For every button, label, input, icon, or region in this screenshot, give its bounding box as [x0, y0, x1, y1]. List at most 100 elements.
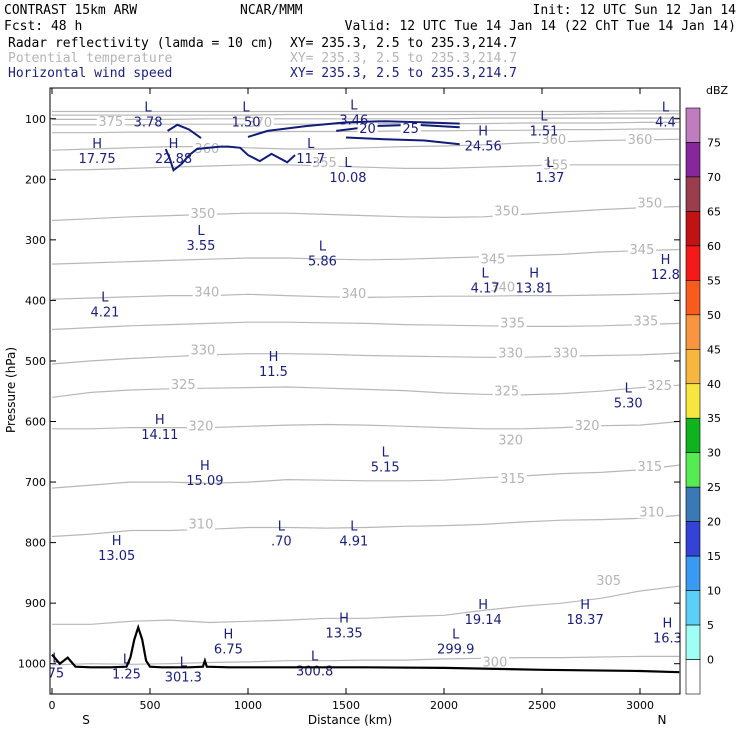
theta-label-bg: [192, 143, 221, 156]
extremum-type: L: [242, 100, 250, 115]
extremum-type: H: [169, 137, 179, 152]
theta-label-bg: [631, 315, 660, 328]
extremum-type: H: [112, 534, 122, 549]
theta-label: 320: [189, 419, 214, 434]
extremum-type: H: [580, 598, 590, 613]
x-end-label-north: N: [658, 713, 667, 727]
extremum-type: L: [350, 519, 358, 534]
extremum-value: 13.05: [98, 549, 135, 564]
theta-label: 315: [637, 460, 662, 475]
model-title: CONTRAST 15km ARW: [4, 3, 137, 18]
y-axis-label: Pressure (hPa): [4, 347, 18, 433]
theta-label-bg: [492, 205, 521, 218]
plot-frame: [49, 87, 681, 695]
theta-contour-315: [51, 464, 680, 489]
wind-contour: [247, 120, 460, 138]
extremum-type: H: [92, 137, 102, 152]
extremum-value: .70: [271, 534, 292, 549]
theta-label: 320: [575, 419, 600, 434]
colorbar-label: 70: [707, 171, 721, 184]
extremum-value: 299.9: [437, 642, 474, 657]
extremum-type: L: [546, 156, 554, 171]
extremum-value: 300.8: [296, 665, 333, 680]
theta-label-bg: [496, 434, 525, 447]
theta-contour-375: [52, 117, 680, 120]
extremum-value: 4.17: [471, 281, 500, 296]
theta-label: 340: [341, 287, 366, 302]
y-tick-label: 100: [25, 113, 46, 126]
theta-contour-355: [51, 164, 680, 171]
extremum-type: H: [200, 459, 210, 474]
theta-label: 330: [553, 347, 578, 362]
extremum-type: L: [123, 653, 131, 668]
colorbar-label: 20: [707, 516, 721, 529]
x-tick-label: 2000: [430, 699, 458, 712]
extremum-type: L: [344, 156, 352, 171]
x-axis-label: Distance (km): [308, 713, 392, 727]
theta-label-bg: [188, 207, 217, 220]
extremum-type: H: [269, 350, 279, 365]
extremum-value: 19.14: [465, 613, 502, 628]
theta-label-bg: [310, 156, 339, 169]
y-tick-label: 200: [25, 173, 46, 186]
theta-label-bg: [96, 115, 125, 128]
theta-label-bg: [186, 420, 215, 433]
extremum-type: L: [540, 110, 548, 125]
extremum-value: 11.5: [259, 365, 288, 380]
theta-label: 335: [500, 316, 525, 331]
wind-contour: [336, 123, 460, 132]
x-tick-label: 3000: [626, 699, 654, 712]
theta-label-bg: [245, 117, 274, 130]
wind-contour-label: 20: [359, 122, 376, 137]
theta-label: 360: [194, 142, 219, 157]
extremum-type: L: [482, 266, 490, 281]
extremum-type: L: [278, 519, 286, 534]
colorbar-swatch: [685, 624, 701, 660]
extremum-value: 13.81: [516, 281, 553, 296]
theta-label: 350: [191, 207, 216, 222]
theta-contour-330: [51, 352, 680, 365]
y-tick-label: 300: [25, 234, 46, 247]
theta-label-bg: [541, 159, 570, 172]
theta-label-bg: [479, 253, 507, 266]
extremum-value: 1.25: [112, 668, 141, 683]
extremum-value: 301.3: [165, 671, 202, 686]
colorbar-label: 65: [707, 205, 721, 218]
colorbar-swatch: [685, 107, 701, 143]
colorbar-label: 45: [707, 343, 721, 356]
theta-label-bg: [339, 287, 368, 300]
wind-contour: [164, 145, 296, 172]
theta-label-bg: [188, 344, 217, 357]
colorbar-swatch: [685, 383, 701, 419]
colorbar-swatch: [685, 521, 701, 557]
forecast-hour: Fcst: 48 h: [4, 19, 82, 34]
extremum-type: L: [662, 100, 670, 115]
theta-label-bg: [498, 317, 527, 330]
extremum-value: 3.46: [339, 114, 368, 129]
extremum-value: 5.15: [371, 461, 400, 476]
theta-contour-325: [51, 384, 680, 398]
theta-contour-385: [52, 110, 680, 113]
theta-label-bg: [492, 385, 521, 398]
colorbar-label: 0: [707, 654, 714, 667]
extremum-type: H: [478, 125, 488, 140]
theta-label: 310: [189, 517, 214, 532]
theta-label-bg: [635, 460, 664, 473]
x-tick-label: 0: [49, 699, 56, 712]
x-tick-label: 1500: [332, 699, 360, 712]
y-tick-label: 800: [25, 537, 46, 550]
theta-label: 310: [639, 505, 664, 520]
extremum-value: 3.55: [186, 239, 215, 254]
theta-contour-360: [51, 138, 680, 151]
theta-label-bg: [192, 286, 221, 299]
extremum-value: 5.86: [308, 255, 337, 270]
theta-contour-305: [52, 585, 680, 625]
theta-label: 350: [494, 204, 519, 219]
extremum-type: H: [478, 598, 488, 613]
colorbar-swatch: [685, 314, 701, 350]
colorbar-label: 10: [707, 585, 721, 598]
theta-label-bg: [635, 197, 664, 210]
theta-label: 340: [194, 286, 219, 301]
extremum-value: 17.75: [78, 152, 115, 167]
